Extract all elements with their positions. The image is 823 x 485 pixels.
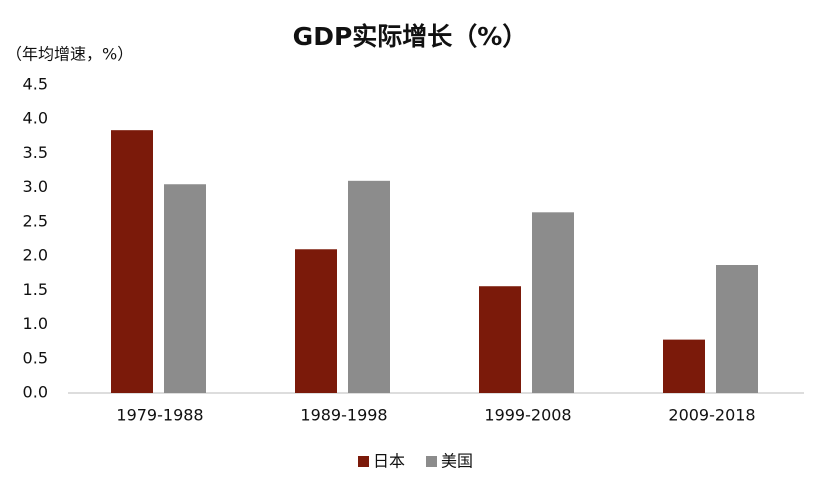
x-tick-label: 1999-2008 [484, 406, 571, 425]
y-tick-label: 2.5 [23, 211, 48, 230]
x-tick-label: 2009-2018 [668, 406, 755, 425]
bar [164, 184, 206, 393]
bar [111, 130, 153, 393]
x-tick-label: 1979-1988 [116, 406, 203, 425]
y-tick-label: 0.0 [23, 383, 48, 402]
y-tick-label: 1.0 [23, 314, 48, 333]
bar [663, 339, 705, 393]
bar [532, 212, 574, 393]
bar [295, 249, 337, 393]
y-tick-label: 4.5 [23, 75, 48, 94]
legend-swatch [358, 456, 369, 467]
y-tick-label: 3.0 [23, 177, 48, 196]
bar [479, 286, 521, 393]
bar [348, 180, 390, 393]
legend-swatch [426, 456, 437, 467]
bar [716, 265, 758, 393]
x-tick-label: 1989-1998 [300, 406, 387, 425]
y-tick-label: 2.0 [23, 246, 48, 265]
y-tick-label: 0.5 [23, 348, 48, 367]
legend-label: 美国 [441, 452, 473, 471]
y-tick-label: 3.5 [23, 143, 48, 162]
y-tick-label: 4.0 [23, 109, 48, 128]
y-tick-label: 1.5 [23, 280, 48, 299]
legend-label: 日本 [373, 452, 405, 471]
chart-title: GDP实际增长（%） [293, 22, 528, 51]
y-axis-label: （年均增速，%） [6, 45, 133, 64]
